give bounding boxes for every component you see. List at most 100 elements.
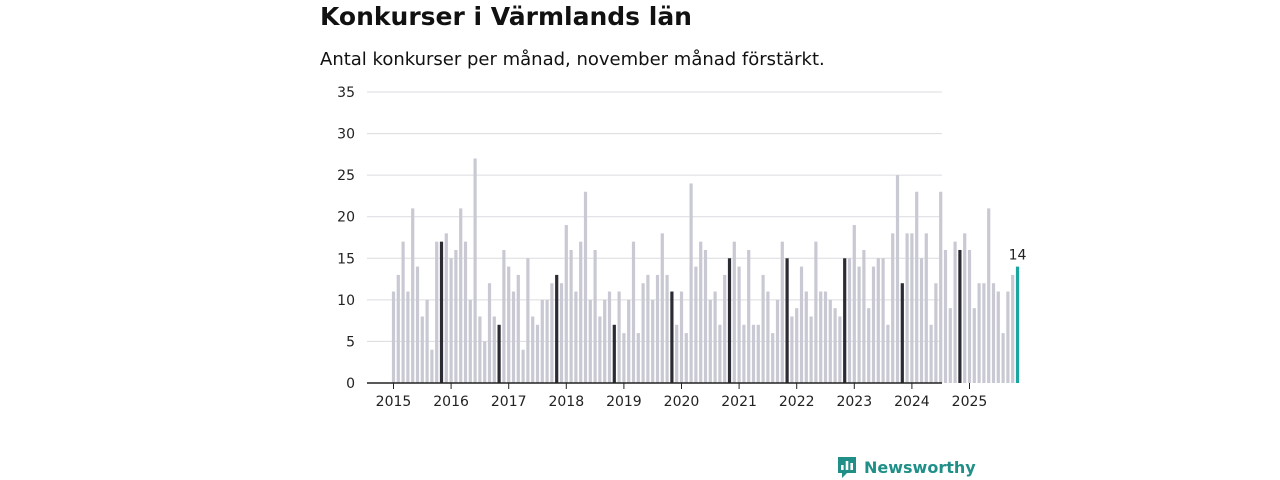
chart-subtitle: Antal konkurser per månad, november måna… — [320, 49, 825, 70]
bar — [454, 249, 458, 383]
x-tick-label: 2020 — [664, 394, 700, 410]
bar — [828, 299, 832, 383]
bar — [814, 241, 818, 383]
bar — [996, 291, 1000, 383]
bar — [411, 208, 415, 383]
bar — [478, 316, 482, 383]
bar — [919, 258, 924, 383]
y-tick-label: 5 — [346, 334, 355, 350]
x-tick-label: 2019 — [606, 394, 642, 410]
bar — [766, 291, 770, 383]
bar — [871, 266, 876, 383]
bar — [732, 241, 736, 383]
bar — [929, 324, 933, 383]
bar — [401, 241, 405, 383]
bar — [684, 333, 688, 383]
bar — [771, 333, 775, 383]
bar — [799, 266, 804, 383]
bar — [435, 241, 439, 383]
bar — [891, 233, 895, 383]
x-tick-label: 2021 — [721, 394, 757, 410]
bar — [703, 249, 708, 383]
bar — [598, 316, 602, 383]
bar — [900, 283, 904, 383]
bar — [972, 308, 976, 383]
newsworthy-brand: Newsworthy — [836, 455, 976, 479]
bar — [747, 249, 751, 383]
bar — [550, 283, 554, 383]
bar — [492, 316, 496, 383]
bar — [881, 258, 885, 383]
bar — [1006, 291, 1010, 383]
bar — [718, 324, 722, 383]
bar — [583, 191, 588, 383]
y-tick-label: 20 — [337, 210, 355, 226]
bar — [924, 233, 928, 383]
x-tick-label: 2024 — [894, 394, 930, 410]
bar — [982, 283, 986, 383]
bar — [655, 274, 660, 383]
bar — [987, 208, 991, 383]
y-tick-label: 0 — [346, 376, 355, 392]
bar — [905, 233, 909, 383]
bar — [977, 283, 981, 383]
x-tick-label: 2025 — [952, 394, 988, 410]
x-tick-label: 2017 — [491, 394, 527, 410]
x-tick-label: 2018 — [548, 394, 584, 410]
bar — [809, 316, 813, 383]
bar — [516, 274, 520, 383]
bar — [895, 175, 900, 383]
bar — [862, 249, 866, 383]
bar — [535, 324, 540, 383]
bar — [459, 208, 463, 383]
y-tick-label: 35 — [337, 85, 355, 101]
bar — [507, 266, 511, 383]
bar — [617, 291, 621, 383]
bar — [511, 291, 516, 383]
bar — [636, 333, 640, 383]
bar — [449, 258, 453, 383]
bar — [948, 308, 952, 383]
y-tick-label: 15 — [337, 251, 355, 267]
bar — [857, 266, 861, 383]
bar — [847, 258, 852, 383]
bar — [425, 299, 429, 383]
bar — [939, 191, 943, 383]
bar — [727, 258, 732, 383]
bar — [540, 299, 544, 383]
bar — [689, 183, 693, 383]
bar — [420, 316, 424, 383]
bar — [910, 233, 914, 383]
bar — [833, 308, 837, 383]
bar — [679, 291, 684, 383]
x-tick-label: 2023 — [836, 394, 872, 410]
bar — [660, 233, 664, 383]
bar — [588, 299, 592, 383]
bar — [775, 299, 780, 383]
x-tick-label: 2022 — [779, 394, 815, 410]
bar — [651, 299, 655, 383]
bar — [603, 299, 607, 383]
bar — [627, 299, 631, 383]
bar — [526, 258, 530, 383]
bar — [497, 324, 501, 383]
bar — [622, 333, 626, 383]
bar — [593, 249, 597, 383]
bar — [876, 258, 880, 383]
bar — [867, 308, 871, 383]
bar — [756, 324, 760, 383]
bar — [915, 191, 919, 383]
bar — [886, 324, 890, 383]
bar — [723, 274, 727, 383]
bar — [1011, 274, 1015, 383]
bar — [843, 258, 847, 383]
bar — [819, 291, 823, 383]
bar — [742, 324, 746, 383]
bar — [463, 241, 468, 383]
bar — [574, 291, 578, 383]
bar — [785, 258, 789, 383]
chart-title: Konkurser i Värmlands län — [320, 2, 692, 31]
bar — [790, 316, 794, 383]
bar — [531, 316, 535, 383]
bar — [559, 283, 564, 383]
